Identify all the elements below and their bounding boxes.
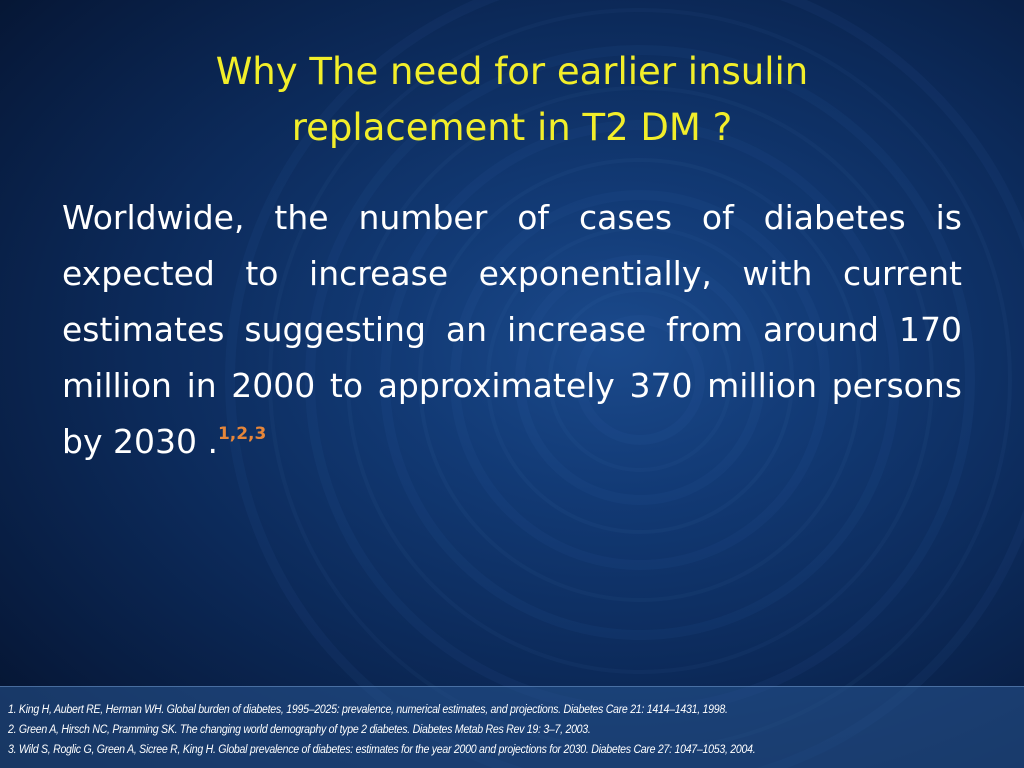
title-line-2: replacement in T2 DM ? bbox=[291, 106, 733, 149]
slide-title: Why The need for earlier insulin replace… bbox=[120, 44, 904, 156]
slide-body: Worldwide, the number of cases of diabet… bbox=[62, 190, 962, 470]
title-line-1: Why The need for earlier insulin bbox=[215, 50, 809, 93]
references-box: 1. King H, Aubert RE, Herman WH. Global … bbox=[0, 686, 1024, 768]
reference-2: 2. Green A, Hirsch NC, Pramming SK. The … bbox=[8, 724, 591, 736]
citation-superscript: 1,2,3 bbox=[217, 424, 267, 444]
reference-3: 3. Wild S, Roglic G, Green A, Sicree R, … bbox=[8, 744, 756, 756]
body-text: Worldwide, the number of cases of diabet… bbox=[62, 198, 962, 461]
reference-1: 1. King H, Aubert RE, Herman WH. Global … bbox=[8, 704, 728, 716]
